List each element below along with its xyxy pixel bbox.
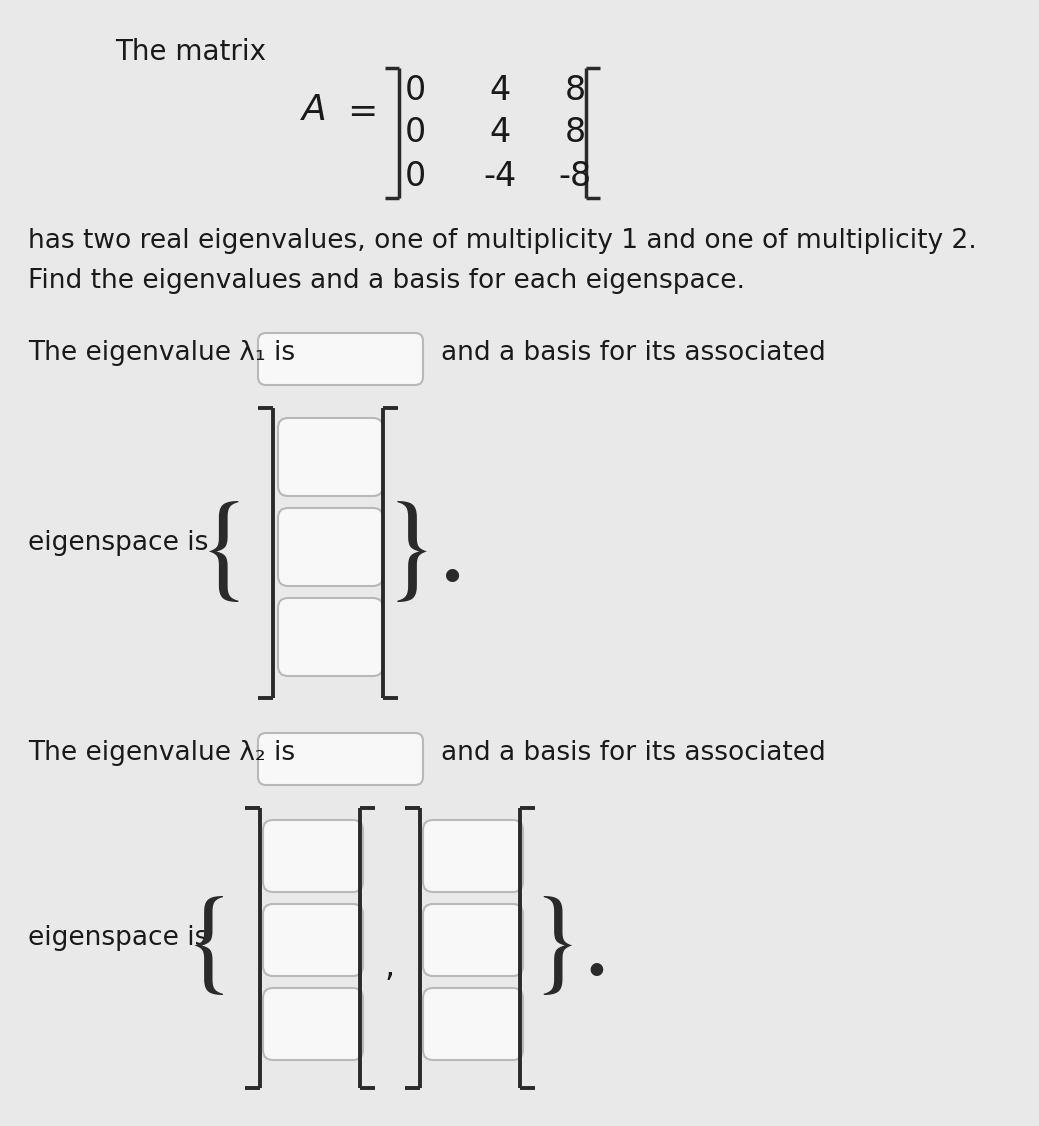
FancyBboxPatch shape bbox=[263, 988, 363, 1060]
Text: 0: 0 bbox=[404, 116, 426, 150]
FancyBboxPatch shape bbox=[278, 508, 383, 586]
Text: The matrix: The matrix bbox=[115, 38, 266, 66]
Text: 4: 4 bbox=[489, 116, 510, 150]
FancyBboxPatch shape bbox=[263, 820, 363, 892]
Text: }.: }. bbox=[382, 500, 469, 606]
FancyBboxPatch shape bbox=[263, 904, 363, 976]
Text: $=$: $=$ bbox=[340, 93, 375, 127]
Text: 4: 4 bbox=[489, 73, 510, 107]
Text: The eigenvalue λ₁ is: The eigenvalue λ₁ is bbox=[28, 340, 295, 366]
FancyBboxPatch shape bbox=[278, 598, 383, 676]
Text: eigenspace is: eigenspace is bbox=[28, 924, 209, 951]
Text: 0: 0 bbox=[404, 160, 426, 193]
FancyBboxPatch shape bbox=[423, 904, 523, 976]
Text: {: { bbox=[183, 896, 237, 1000]
Text: has two real eigenvalues, one of multiplicity 1 and one of multiplicity 2.: has two real eigenvalues, one of multipl… bbox=[28, 227, 977, 254]
Text: Find the eigenvalues and a basis for each eigenspace.: Find the eigenvalues and a basis for eac… bbox=[28, 268, 745, 294]
FancyBboxPatch shape bbox=[278, 418, 383, 495]
Text: and a basis for its associated: and a basis for its associated bbox=[441, 740, 826, 766]
FancyBboxPatch shape bbox=[258, 333, 423, 385]
Text: eigenspace is: eigenspace is bbox=[28, 530, 209, 556]
Text: 8: 8 bbox=[564, 73, 586, 107]
Text: and a basis for its associated: and a basis for its associated bbox=[441, 340, 826, 366]
Text: 8: 8 bbox=[564, 116, 586, 150]
FancyBboxPatch shape bbox=[423, 820, 523, 892]
Text: }.: }. bbox=[529, 896, 612, 1000]
Text: {: { bbox=[196, 500, 254, 606]
Text: $A$: $A$ bbox=[300, 93, 326, 127]
Text: -4: -4 bbox=[483, 160, 516, 193]
FancyBboxPatch shape bbox=[423, 988, 523, 1060]
FancyBboxPatch shape bbox=[258, 733, 423, 785]
Text: ,: , bbox=[384, 953, 395, 983]
Text: The eigenvalue λ₂ is: The eigenvalue λ₂ is bbox=[28, 740, 295, 766]
Text: -8: -8 bbox=[558, 160, 591, 193]
Text: 0: 0 bbox=[404, 73, 426, 107]
